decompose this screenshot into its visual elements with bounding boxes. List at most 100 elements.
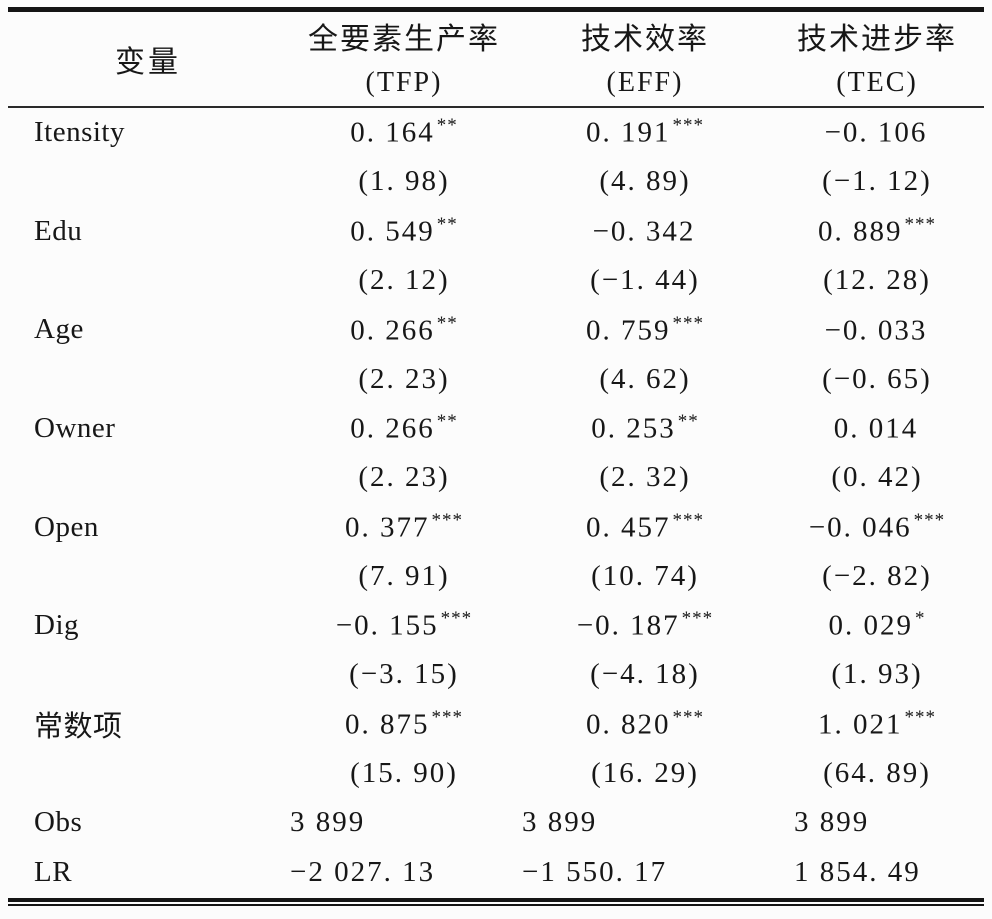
table-row: Open 0. 377 *** 0. 457 *** −0. 046 *** [8, 502, 984, 551]
table-row: Owner 0. 266 ** 0. 253 ** 0. 014 [8, 404, 984, 453]
t-value: (−4. 18) [590, 658, 700, 691]
header-divider-rule [8, 106, 984, 108]
coef-value: −0. 187 [576, 609, 680, 642]
coef-value: 0. 266 [350, 412, 435, 445]
significance-stars: *** [681, 608, 714, 630]
significance-stars: *** [904, 214, 936, 236]
t-value: (15. 90) [350, 757, 458, 789]
coef-cell: 0. 377 *** [288, 510, 520, 544]
coef-cell: 0. 266 ** [288, 411, 520, 445]
t-value: (1. 93) [831, 658, 923, 691]
table-row: Edu 0. 549 ** −0. 342 0. 889 *** [8, 207, 984, 256]
coef-value: −0. 106 [824, 116, 928, 149]
header-variable: 变量 [115, 46, 181, 79]
row-label: Owner [34, 411, 116, 444]
coef-cell: 0. 029 * [770, 608, 984, 642]
significance-stars: *** [672, 509, 704, 531]
coef-cell: 0. 820 *** [520, 707, 770, 741]
coef-value: 0. 549 [350, 215, 435, 248]
coef-value: 0. 029 [828, 609, 913, 642]
significance-stars: *** [913, 509, 946, 531]
table-row: Dig −0. 155 *** −0. 187 *** 0. 029 * [8, 601, 984, 650]
row-label: LR [34, 855, 73, 888]
coef-value: 0. 191 [586, 116, 671, 149]
regression-table: 变量 全要素生产率 技术效率 技术进步率 (TFP) (EFF) (TEC) I… [8, 7, 984, 906]
t-value: (10. 74) [591, 559, 699, 592]
coef-value: 0. 820 [586, 708, 671, 741]
coef-cell: 1. 021 *** [770, 707, 984, 741]
coef-value: 0. 014 [833, 412, 919, 445]
stat-value: −2 027. 13 [290, 855, 436, 888]
header-col-eff-name: 技术效率 [581, 22, 709, 56]
coef-value: −0. 033 [824, 314, 928, 347]
coef-value: −0. 342 [592, 215, 696, 248]
significance-stars: *** [431, 509, 463, 531]
t-value: (1. 98) [358, 165, 450, 198]
stat-value: −1 550. 17 [522, 855, 668, 888]
significance-stars: ** [436, 411, 458, 433]
t-value: (2. 23) [358, 362, 450, 395]
coef-cell: −0. 187 *** [520, 608, 770, 642]
coef-value: −0. 155 [335, 609, 439, 642]
header-col-tfp-name: 全要素生产率 [308, 22, 500, 56]
stat-value: 3 899 [794, 806, 870, 839]
stat-value: 3 899 [522, 806, 598, 839]
coef-value: 0. 377 [345, 511, 430, 544]
coef-cell: −0. 106 [770, 115, 984, 149]
row-label: Open [34, 510, 99, 543]
table-row-tstats: (7. 91) (10. 74) (−2. 82) [8, 552, 984, 601]
t-value: (4. 89) [599, 165, 691, 198]
coef-cell: −0. 342 [520, 214, 770, 248]
stat-row-obs: Obs 3 899 3 899 3 899 [8, 798, 984, 847]
coef-value: 0. 457 [586, 511, 671, 544]
coef-value: −0. 046 [808, 511, 912, 544]
row-label: Obs [34, 806, 83, 839]
significance-stars: ** [436, 312, 458, 334]
coef-value: 0. 266 [350, 314, 435, 347]
coef-value: 0. 253 [591, 412, 676, 445]
table-bottom-rule-thin [8, 903, 984, 906]
table-bottom-rule [8, 897, 984, 902]
header-col-tec-name: 技术进步率 [797, 22, 957, 56]
stat-value: 1 854. 49 [794, 855, 921, 888]
coef-cell: 0. 457 *** [520, 510, 770, 544]
coef-value: 0. 759 [586, 314, 671, 347]
significance-stars: ** [436, 115, 458, 137]
row-label: Dig [34, 609, 79, 642]
t-value: (−1. 44) [590, 264, 700, 297]
table-row: 常数项 0. 875 *** 0. 820 *** 1. 021 *** [8, 700, 984, 749]
t-value: (4. 62) [599, 362, 691, 395]
table-row: Itensity 0. 164 ** 0. 191 *** −0. 106 [8, 108, 984, 157]
coef-cell: 0. 266 ** [288, 313, 520, 347]
t-value: (−0. 65) [822, 362, 932, 395]
t-value: (−3. 15) [349, 658, 459, 691]
significance-stars: ** [436, 214, 458, 236]
t-value: (−2. 82) [822, 559, 932, 592]
coef-cell: −0. 033 [770, 313, 984, 347]
table-row-tstats: (1. 98) (4. 89) (−1. 12) [8, 157, 984, 206]
t-value: (2. 32) [599, 461, 691, 494]
stat-row-lr: LR −2 027. 13 −1 550. 17 1 854. 49 [8, 847, 984, 896]
table-row: Age 0. 266 ** 0. 759 *** −0. 033 [8, 305, 984, 354]
t-value: (64. 89) [823, 757, 931, 789]
significance-stars: * [915, 608, 926, 630]
table-top-rule [8, 7, 984, 12]
significance-stars: ** [677, 411, 699, 433]
coef-cell: −0. 155 *** [288, 608, 520, 642]
t-value: (2. 23) [358, 461, 450, 494]
significance-stars: *** [431, 706, 463, 728]
coef-value: 0. 889 [818, 215, 903, 248]
header-col-tfp-abbr: (TFP) [365, 66, 443, 98]
t-value: (2. 12) [358, 264, 450, 297]
coef-cell: 0. 164 ** [288, 115, 520, 149]
table-row-tstats: (2. 12) (−1. 44) (12. 28) [8, 256, 984, 305]
coef-cell: 0. 549 ** [288, 214, 520, 248]
significance-stars: *** [672, 706, 704, 728]
table-row-tstats: (2. 23) (4. 62) (−0. 65) [8, 354, 984, 403]
coef-value: 1. 021 [818, 708, 903, 741]
significance-stars: *** [672, 312, 704, 334]
table-row-tstats: (−3. 15) (−4. 18) (1. 93) [8, 650, 984, 699]
stat-value: 3 899 [290, 806, 366, 839]
coef-cell: 0. 875 *** [288, 707, 520, 741]
table-row-tstats: (2. 23) (2. 32) (0. 42) [8, 453, 984, 502]
